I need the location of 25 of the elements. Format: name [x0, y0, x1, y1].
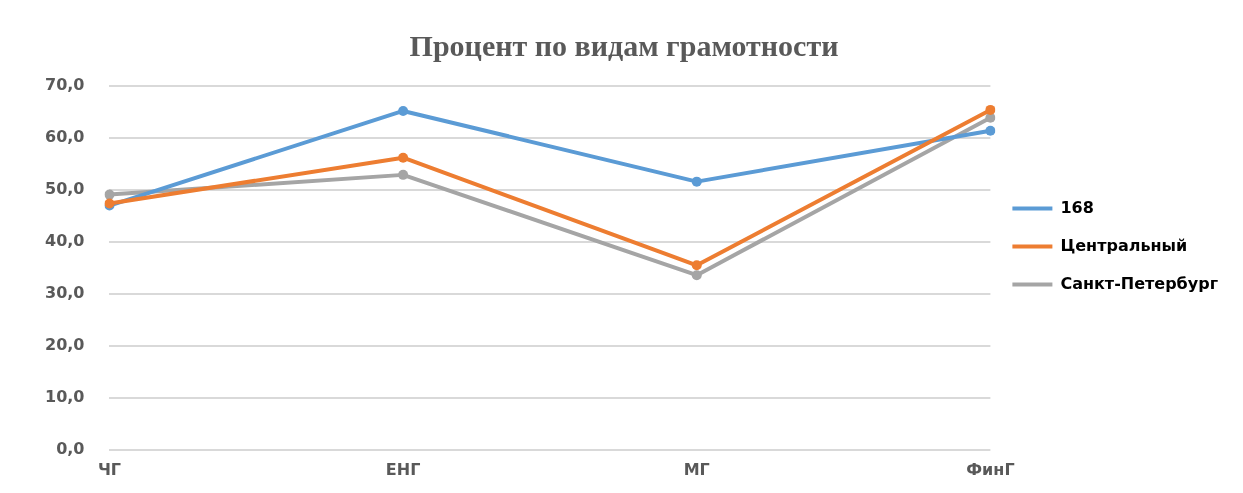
point — [985, 125, 996, 136]
point — [104, 189, 115, 200]
x-tick-label: ЕНГ — [385, 459, 421, 479]
x-tick-label: ЧГ — [97, 459, 122, 479]
y-tick-label: 40,0 — [44, 231, 85, 251]
y-tick-label: 30,0 — [44, 283, 85, 303]
legend-label: 168 — [1060, 197, 1094, 217]
y-tick-label: 10,0 — [44, 386, 85, 406]
legend-label: Центральный — [1060, 235, 1188, 255]
y-tick-label: 70,0 — [44, 75, 85, 95]
point — [691, 176, 702, 187]
y-tick-label: 50,0 — [44, 179, 85, 199]
point — [398, 169, 409, 180]
x-tick-label: ФинГ — [966, 459, 1015, 479]
point — [691, 270, 702, 281]
point — [691, 260, 702, 271]
x-tick-label: МГ — [683, 459, 710, 479]
chart-title: Процент по видам грамотности — [409, 28, 839, 62]
point — [985, 104, 996, 115]
y-tick-label: 20,0 — [44, 335, 85, 355]
point — [398, 105, 409, 116]
y-tick-label: 60,0 — [44, 127, 85, 147]
point — [398, 152, 409, 163]
legend-label: Санкт-Петербург — [1060, 273, 1219, 293]
y-tick-label: 0,0 — [56, 438, 85, 458]
